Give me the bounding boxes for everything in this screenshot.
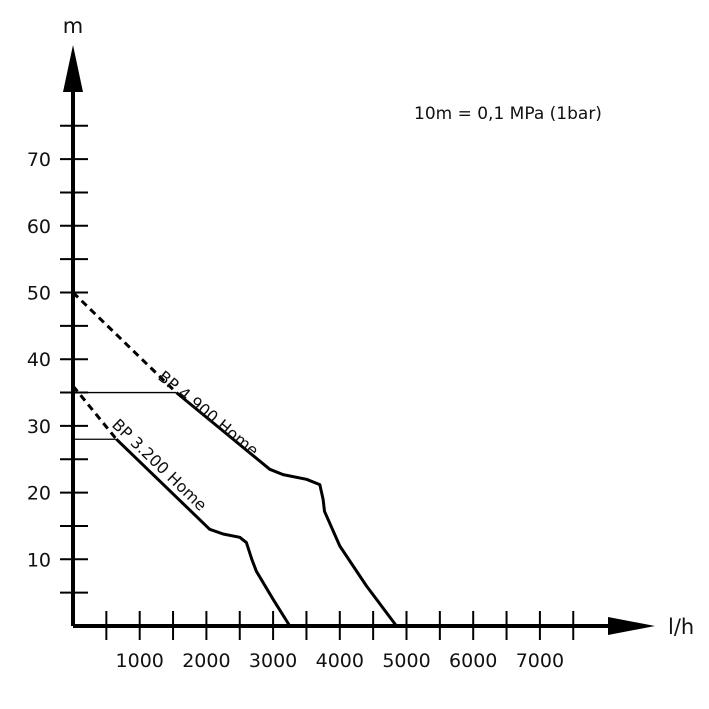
y-tick-label: 10 xyxy=(27,549,51,571)
x-tick-label: 4000 xyxy=(316,650,364,672)
axes xyxy=(63,45,655,635)
x-tick-label: 7000 xyxy=(516,650,564,672)
y-axis-arrow xyxy=(63,45,83,92)
text-layer: m l/h 10m = 0,1 MPa (1bar) xyxy=(63,14,694,639)
series-1-curve xyxy=(175,391,398,627)
y-tick-label: 20 xyxy=(27,483,51,505)
series-2-curve xyxy=(115,438,292,627)
y-axis-label: m xyxy=(63,14,83,38)
x-tick-label: 3000 xyxy=(249,650,297,672)
y-tick-label: 30 xyxy=(27,416,51,438)
series-2-label: BP 3.200 Home xyxy=(108,415,210,515)
x-tick-label: 6000 xyxy=(449,650,497,672)
y-tick-label: 60 xyxy=(27,216,51,238)
pressure-conversion-note: 10m = 0,1 MPa (1bar) xyxy=(414,104,602,124)
series-2-dashed-line xyxy=(71,384,118,441)
x-tick-label: 5000 xyxy=(382,650,430,672)
x-tick-label: 2000 xyxy=(182,650,230,672)
x-axis-arrow xyxy=(608,617,655,635)
ticks: 10 20 30 40 50 60 70 1000 2000 3000 4000 5000 6000 70… xyxy=(27,124,575,672)
x-axis-label: l/h xyxy=(668,615,694,639)
y-tick-label: 40 xyxy=(27,349,51,371)
y-tick-label: 70 xyxy=(27,149,51,171)
x-tick-label: 1000 xyxy=(116,650,164,672)
y-tick-label: 50 xyxy=(27,283,51,305)
series-1-label: BP 4.900 Home xyxy=(155,367,263,460)
